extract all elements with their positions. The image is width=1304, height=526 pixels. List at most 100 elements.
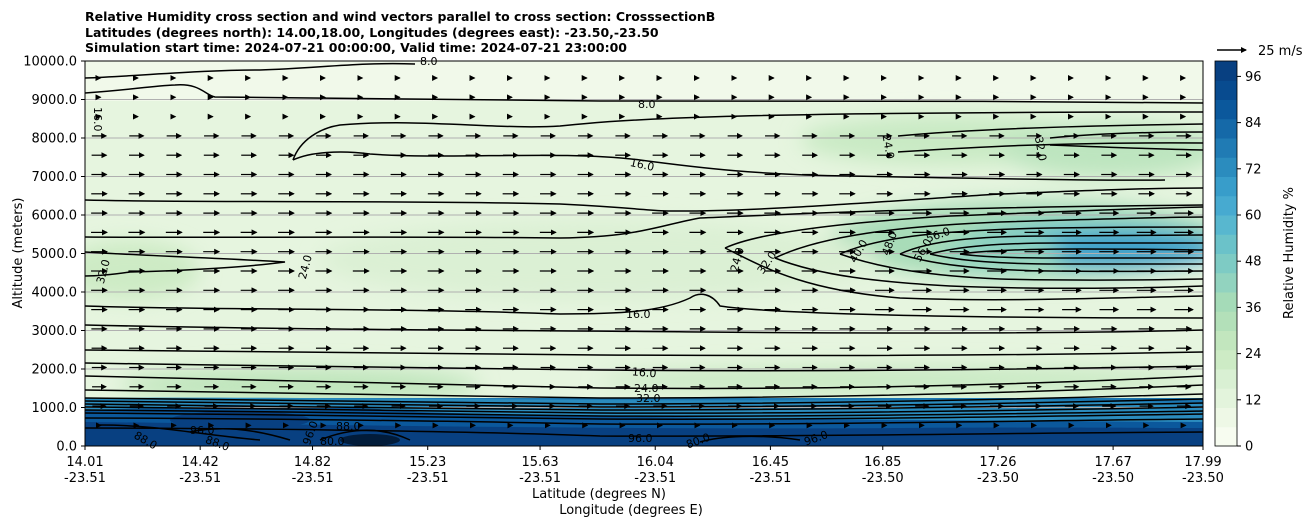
contour-24 [85, 375, 1203, 390]
colorbar-segment [1215, 292, 1237, 312]
x-tick-label-lon: -23.50 [1182, 471, 1224, 486]
contour-label: 24.0 [296, 254, 315, 281]
colorbar-segment [1215, 407, 1237, 428]
contour-48 [839, 253, 1203, 281]
contour-16 [85, 204, 1203, 239]
y-tick-label: 1000.0 [32, 401, 78, 416]
colorbar-segment [1215, 176, 1237, 197]
x-tick-label-lat: 17.67 [1095, 455, 1132, 470]
colorbar-segment [1215, 253, 1237, 274]
contour-64 [929, 242, 1203, 255]
contour-72 [85, 409, 1203, 417]
contour-32 [1049, 144, 1203, 151]
contour-label: 24.0 [634, 382, 659, 395]
wind-key-label: 25 m/s [1258, 44, 1303, 59]
contour-label: 16.0 [626, 308, 651, 321]
x-tick-label-lon: -23.51 [519, 471, 561, 486]
title-line-1: Relative Humidity cross section and wind… [85, 9, 716, 24]
contour-label: 16.0 [91, 107, 104, 132]
y-axis: 0.0 1000.0 2000.0 3000.0 4000.0 5000.0 6000.0 7… [23, 55, 85, 455]
contour-56 [899, 253, 1203, 273]
x-tick-label-lon: -23.51 [749, 471, 791, 486]
contour-16 [85, 349, 1203, 357]
colorbar: 0 12 24 36 48 60 72 84 96 [1214, 60, 1262, 455]
contour-label: 32.0 [636, 392, 661, 405]
x-tick-label-lat: 15.23 [409, 455, 446, 470]
colorbar-tick-label: 96 [1245, 70, 1262, 85]
contour-96 [189, 427, 291, 441]
chart-title: Relative Humidity cross section and wind… [85, 9, 715, 56]
y-axis-title: Altitude (meters) [11, 198, 26, 309]
y-tick-label: 6000.0 [32, 209, 78, 224]
contour-24 [85, 251, 286, 277]
contour-32 [85, 384, 1203, 399]
x-tick-label-lon: -23.51 [634, 471, 676, 486]
contour-88 [85, 417, 1203, 425]
contour-64 [929, 253, 1203, 265]
x-tick-label-lon: -23.51 [407, 471, 449, 486]
contour-label: 16.0 [629, 156, 656, 174]
colorbar-tick-label: 72 [1245, 162, 1262, 177]
contour-88 [319, 429, 411, 441]
x-tick-label-lon: -23.50 [977, 471, 1019, 486]
contour-32 [724, 206, 1203, 249]
colorbar-tick-label: 48 [1245, 255, 1262, 270]
colorbar-segment [1215, 195, 1237, 216]
colorbar-segment [1215, 349, 1237, 370]
contour-label: 88.0 [336, 420, 361, 433]
colorbar-segment [1215, 234, 1237, 254]
x-axis: 14.01-23.5114.42-23.5114.82-23.5115.23-2… [64, 446, 1224, 486]
contour-32 [724, 247, 1203, 301]
contour-16 [292, 151, 1166, 181]
title-line-2: Latitudes (degrees north): 14.00,18.00, … [85, 24, 659, 40]
wind-key: 25 m/s [1217, 44, 1303, 59]
contour-88 [99, 424, 261, 441]
colorbar-segment [1215, 80, 1237, 100]
x-tick-label-lon: -23.51 [179, 471, 221, 486]
y-tick-label: 9000.0 [32, 93, 78, 108]
x-tick-label-lon: -23.50 [1092, 471, 1134, 486]
y-tick-label: 10000.0 [23, 55, 77, 70]
y-tick-label: 2000.0 [32, 363, 78, 378]
colorbar-label: Relative Humidity % [1282, 187, 1297, 319]
contour-16 [85, 293, 1203, 319]
y-tick-label: 3000.0 [32, 324, 78, 339]
colorbar-frame [1214, 60, 1238, 447]
colorbar-segment [1215, 369, 1237, 389]
x-tick-label-lon: -23.50 [862, 471, 904, 486]
colorbar-tick-label: 24 [1245, 347, 1262, 362]
colorbar-segment [1215, 426, 1237, 447]
contour-40 [774, 257, 1203, 290]
x-tick-label-lat: 16.85 [864, 455, 901, 470]
colorbar-tick-label: 12 [1245, 393, 1262, 408]
contour-16 [85, 362, 1203, 372]
contour-label: 80.0 [320, 435, 345, 448]
contour-16 [292, 111, 1203, 161]
x-tick-label-lat: 15.63 [521, 455, 558, 470]
colorbar-segment [1215, 138, 1237, 158]
contour-56 [85, 402, 1203, 411]
x-tick-label-lat: 14.42 [182, 455, 219, 470]
colorbar-tick-label: 36 [1245, 301, 1262, 316]
x-tick-label-lat: 17.99 [1184, 455, 1221, 470]
contour-80 [85, 412, 1203, 420]
contour-40 [774, 216, 1203, 259]
x-axis-title-lat: Latitude (degrees N) [532, 487, 666, 502]
contour-label: 16.0 [631, 365, 657, 380]
contour-label: 96.0 [628, 432, 653, 445]
colorbar-segment [1215, 272, 1237, 293]
x-tick-label-lat: 16.04 [637, 455, 674, 470]
x-axis-title-lon: Longitude (degrees E) [559, 503, 703, 518]
x-tick-label-lat: 16.45 [752, 455, 789, 470]
colorbar-segment [1215, 311, 1237, 331]
colorbar-segment [1215, 118, 1237, 139]
y-tick-label: 5000.0 [32, 247, 78, 262]
contour-label: 8.0 [638, 98, 656, 111]
x-tick-label-lat: 14.01 [66, 455, 103, 470]
x-tick-label-lat: 14.82 [294, 455, 331, 470]
colorbar-segment [1215, 330, 1237, 351]
contour-80 [699, 435, 801, 443]
contour-56 [899, 234, 1203, 255]
contour-48 [839, 226, 1203, 255]
